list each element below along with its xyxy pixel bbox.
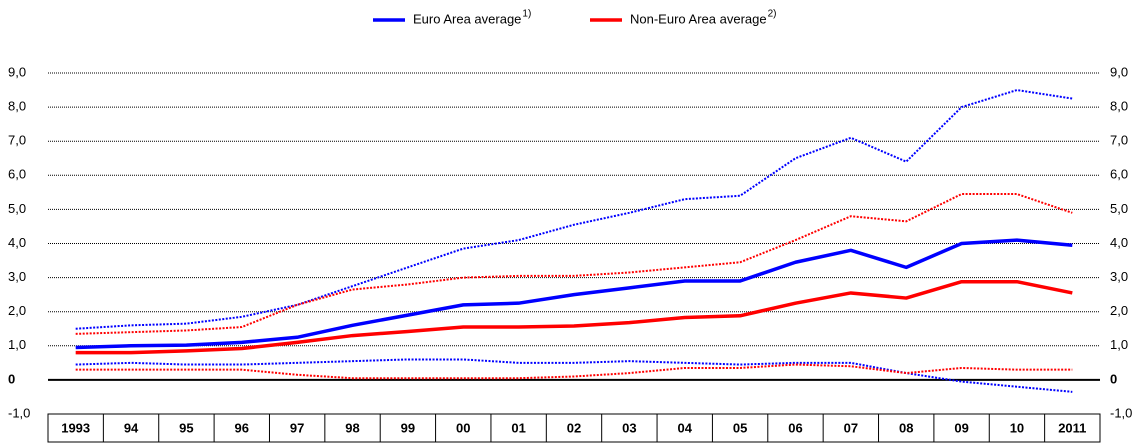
- legend-footnote: 1): [522, 9, 531, 20]
- series-line: [75, 279, 1073, 355]
- y-tick-label: 0: [8, 371, 15, 386]
- y-tick-label: 9,0: [8, 64, 26, 79]
- category-table: [47, 413, 1101, 443]
- x-tick-label: 06: [788, 420, 802, 435]
- x-tick-label: 07: [844, 420, 858, 435]
- y2-tick-label: 9,0: [1110, 64, 1128, 79]
- y-tick-label: 3,0: [8, 269, 26, 284]
- y-tick-label: 7,0: [8, 133, 26, 148]
- legend-item: Euro Area average 1): [373, 9, 531, 26]
- band-line: [75, 363, 1073, 380]
- band-line: [75, 193, 1073, 335]
- x-tick-label: 09: [954, 420, 968, 435]
- x-tick-label: 04: [678, 420, 693, 435]
- x-tick-label: 96: [235, 420, 249, 435]
- x-tick-label: 10: [1010, 420, 1024, 435]
- x-tick-label: 99: [401, 420, 415, 435]
- y2-tick-label: -1,0: [1110, 405, 1132, 420]
- x-tick-label: 00: [456, 420, 470, 435]
- x-tick-label: 08: [899, 420, 913, 435]
- y-tick-label: 1,0: [8, 337, 26, 352]
- series-line: [75, 238, 1073, 350]
- y-tick-label: 5,0: [8, 201, 26, 216]
- y-tick-label: -1,0: [8, 405, 30, 420]
- band-line: [75, 89, 1073, 330]
- y2-tick-label: 2,0: [1110, 303, 1128, 318]
- y2-tick-label: 8,0: [1110, 99, 1128, 114]
- y2-tick-label: 4,0: [1110, 235, 1128, 250]
- y2-tick-label: 1,0: [1110, 337, 1128, 352]
- y-tick-label: 6,0: [8, 167, 26, 182]
- x-tick-label: 95: [179, 420, 193, 435]
- x-tick-label: 02: [567, 420, 581, 435]
- x-tick-label: 03: [622, 420, 636, 435]
- y-tick-label: 8,0: [8, 99, 26, 114]
- y2-tick-label: 5,0: [1110, 201, 1128, 216]
- x-tick-label: 1993: [61, 420, 90, 435]
- y-tick-label: 2,0: [8, 303, 26, 318]
- x-tick-label: 01: [511, 420, 525, 435]
- x-tick-label: 05: [733, 420, 747, 435]
- y-tick-label: 4,0: [8, 235, 26, 250]
- band-line: [75, 358, 1073, 393]
- x-tick-label: 2011: [1058, 420, 1086, 435]
- x-tick-label: 98: [345, 420, 359, 435]
- x-tick-label: 94: [124, 420, 139, 435]
- y2-tick-label: 0: [1110, 371, 1117, 386]
- x-tick-label: 97: [290, 420, 304, 435]
- y2-tick-label: 7,0: [1110, 133, 1128, 148]
- legend-footnote: 2): [768, 9, 777, 20]
- legend-label: Non-Euro Area average: [630, 11, 767, 26]
- y2-tick-label: 3,0: [1110, 269, 1128, 284]
- legend-label: Euro Area average: [413, 11, 521, 26]
- legend-item: Non-Euro Area average 2): [590, 9, 777, 26]
- y2-tick-label: 6,0: [1110, 167, 1128, 182]
